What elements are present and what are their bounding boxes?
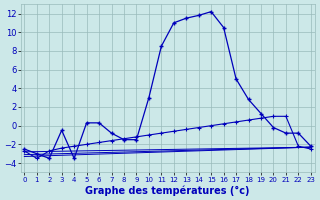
X-axis label: Graphe des températures (°c): Graphe des températures (°c): [85, 185, 250, 196]
